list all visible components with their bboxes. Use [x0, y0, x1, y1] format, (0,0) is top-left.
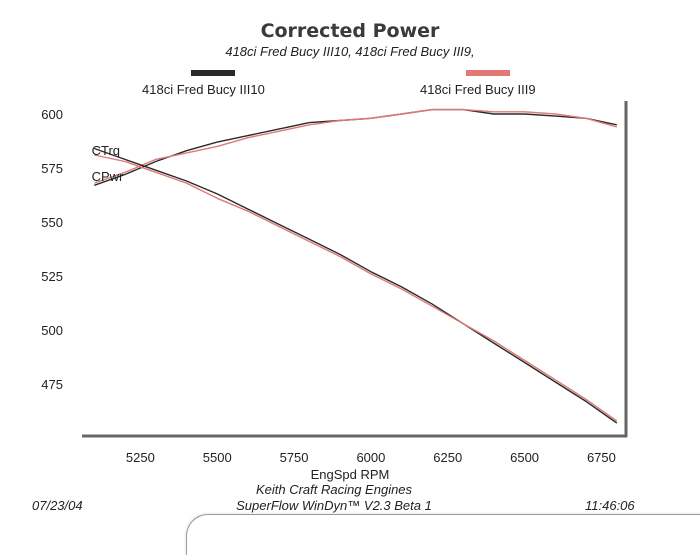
chart-subtitle: 418ci Fred Bucy III10, 418ci Fred Bucy I…: [225, 44, 475, 59]
legend-label-series-b: 418ci Fred Bucy III9: [420, 82, 536, 97]
legend-label-series-a: 418ci Fred Bucy III10: [142, 82, 265, 97]
footer-software: SuperFlow WinDyn™ V2.3 Beta 1: [236, 498, 432, 513]
chart-plot: 475 500 525 550 575 600 5250 5500 5750 6000 6250 65…: [41, 101, 628, 482]
x-tick-label: 6750: [587, 450, 616, 465]
footer-company: Keith Craft Racing Engines: [255, 482, 413, 497]
y-tick-label: 600: [41, 107, 63, 122]
curve-annotation: CPwr: [92, 169, 124, 184]
series-line-ctrq-a: [94, 147, 618, 424]
x-tick-label: 5250: [126, 450, 155, 465]
y-tick-label: 500: [41, 323, 63, 338]
footer-time: 11:46:06: [585, 498, 635, 513]
paper-curl: [186, 514, 700, 555]
x-tick-label: 5500: [203, 450, 232, 465]
y-tick-label: 550: [41, 215, 63, 230]
curve-annotation: CTrq: [92, 143, 120, 158]
x-tick-label: 6000: [356, 450, 385, 465]
legend-swatch-series-a: [191, 70, 235, 76]
series-line-cpwr-a: [94, 108, 617, 186]
x-tick-label: 6500: [510, 450, 539, 465]
chart-title: Corrected Power: [260, 20, 440, 42]
y-tick-label: 475: [41, 377, 63, 392]
x-tick-label: 5750: [280, 450, 309, 465]
legend-swatch-series-b: [466, 70, 510, 76]
footer-date: 07/23/04: [32, 498, 83, 513]
y-tick-label: 525: [41, 269, 63, 284]
series-line-ctrq-b: [94, 154, 618, 422]
x-tick-label: 6250: [433, 450, 462, 465]
series-line-cpwr-b: [94, 108, 617, 184]
x-axis-label: EngSpd RPM: [311, 467, 390, 482]
y-tick-label: 575: [41, 161, 63, 176]
